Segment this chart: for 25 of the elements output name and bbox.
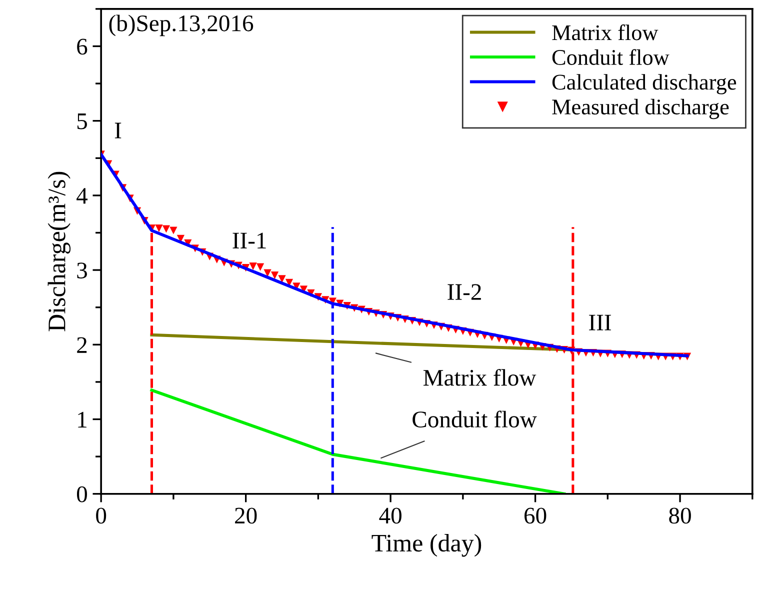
annotation: Matrix flow [423, 368, 536, 386]
annotation: III [589, 314, 611, 330]
legend-label: Matrix flow [552, 24, 658, 40]
y-tick-label: 5 [77, 114, 87, 130]
legend-label: Measured discharge [552, 98, 729, 120]
x-tick-label: 20 [235, 508, 257, 524]
y-tick-label: 4 [76, 188, 88, 204]
annotation: (b)Sep.13,2016 [109, 14, 254, 36]
y-tick-label: 6 [77, 38, 88, 55]
y-tick-label: 1 [78, 412, 86, 428]
annotation: Conduit flow [412, 410, 537, 428]
y-tick-label: 0 [76, 486, 87, 502]
x-tick-label: 0 [96, 508, 106, 524]
x-tick-label: 60 [524, 508, 546, 524]
x-axis-title: Time (day) [372, 534, 482, 557]
legend-label: Conduit flow [552, 49, 670, 65]
annotation: I [114, 122, 122, 138]
legend-label: Calculated discharge [552, 74, 736, 94]
y-tick-label: 2 [77, 337, 87, 353]
y-tick-label: 3 [77, 262, 87, 278]
x-tick-label: 80 [669, 508, 691, 524]
x-tick-label: 40 [379, 508, 402, 524]
annotation: II-2 [448, 284, 481, 300]
annotation: II-1 [232, 232, 266, 248]
y-axis-title: Discharge(m³/s) [48, 172, 71, 332]
